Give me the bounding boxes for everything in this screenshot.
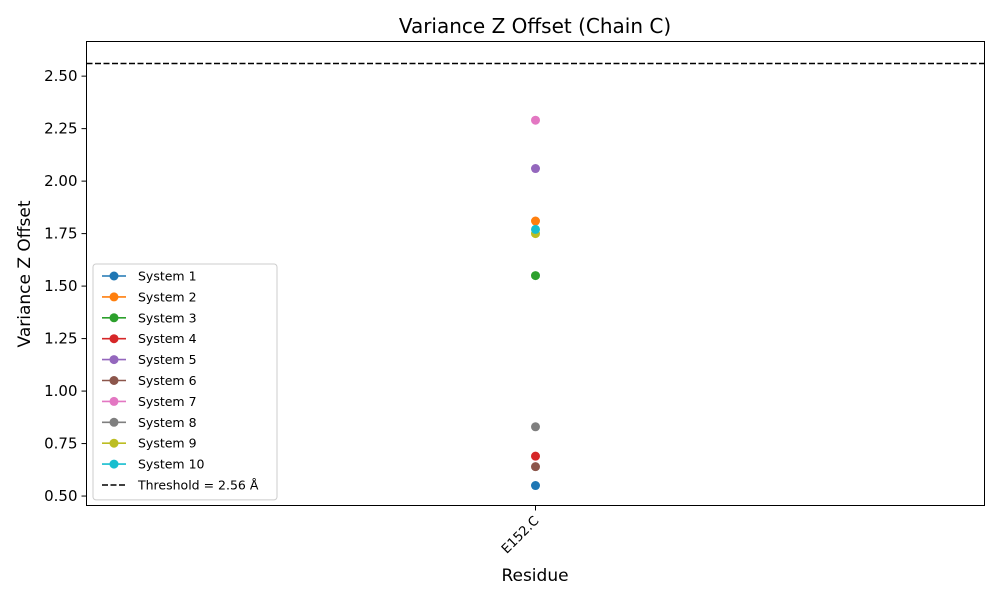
legend: System 1 System 2 System 3 System 4 System 5… [92, 263, 278, 501]
y-tick-label: 1.25 [44, 330, 77, 348]
legend-label-system-1: System 1 [138, 269, 197, 284]
legend-label-system-8: System 8 [138, 415, 197, 430]
plot-frame [86, 41, 985, 506]
legend-label-system-5: System 5 [138, 352, 197, 367]
legend-label-system-10: System 10 [138, 457, 205, 472]
legend-marker-system-6 [109, 376, 119, 385]
data-point-system-10 [531, 224, 540, 234]
y-tick-label: 1.50 [44, 277, 77, 295]
data-point-system-4 [531, 451, 540, 461]
legend-label-system-9: System 9 [138, 436, 197, 451]
legend-marker-system-4 [109, 334, 119, 344]
data-point-system-5 [531, 164, 540, 174]
legend-label-system-3: System 3 [138, 310, 197, 325]
legend-marker-system-3 [109, 313, 119, 323]
legend-marker-system-8 [109, 417, 119, 427]
data-point-system-8 [531, 422, 540, 432]
y-tick-label: 2.00 [44, 172, 77, 190]
data-point-system-6 [531, 462, 540, 472]
x-axis-label: Residue [501, 566, 568, 586]
y-tick-label: 2.25 [44, 120, 77, 138]
legend-label-system-6: System 6 [138, 373, 197, 388]
data-points [531, 115, 540, 491]
y-axis-ticks: 0.50 0.75 1.00 1.25 1.50 1.75 2.00 2.25 2.50 [44, 67, 87, 505]
y-axis-label: Variance Z Offset [15, 200, 35, 347]
legend-marker-system-2 [109, 292, 119, 302]
y-tick-label: 0.75 [44, 435, 77, 453]
legend-label-system-2: System 2 [138, 289, 197, 304]
legend-label-system-7: System 7 [138, 394, 197, 409]
y-tick-label: 1.00 [44, 382, 77, 400]
y-tick-label: 2.50 [44, 67, 77, 85]
legend-label-system-4: System 4 [138, 331, 197, 346]
legend-marker-system-10 [109, 459, 119, 469]
chart-title: Variance Z Offset (Chain C) [399, 14, 671, 38]
data-point-system-2 [531, 216, 540, 226]
data-point-system-7 [531, 115, 540, 125]
legend-marker-system-7 [109, 396, 119, 406]
y-tick-label: 0.50 [44, 487, 77, 505]
legend-marker-system-1 [109, 271, 119, 281]
data-point-system-1 [531, 481, 540, 491]
y-tick-label: 1.75 [44, 225, 77, 243]
legend-marker-system-5 [109, 355, 119, 365]
legend-box [92, 263, 278, 501]
legend-marker-system-9 [109, 438, 119, 448]
data-point-system-3 [531, 271, 540, 281]
legend-label-threshold: Threshold = 2.56 Å [137, 478, 259, 493]
